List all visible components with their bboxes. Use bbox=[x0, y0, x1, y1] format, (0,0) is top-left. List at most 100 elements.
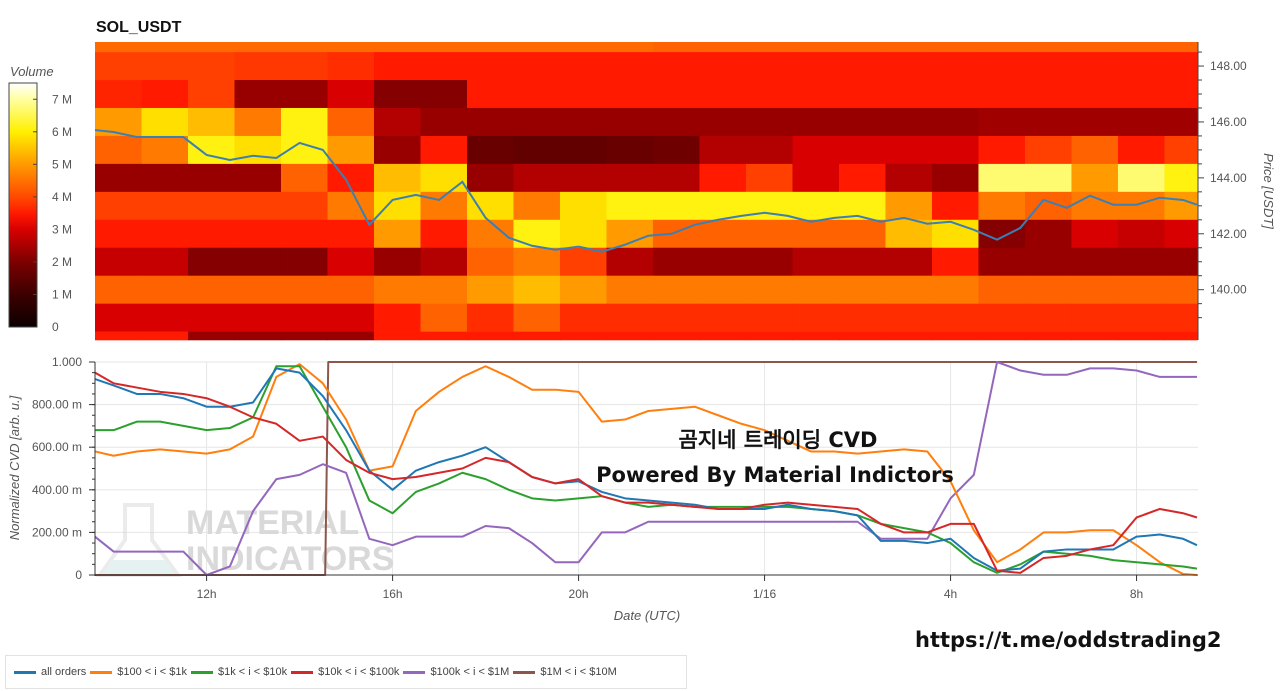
colorbar-tick-label: 3 M bbox=[52, 222, 72, 236]
heatmap-cell bbox=[792, 331, 840, 341]
heatmap-cell bbox=[792, 275, 840, 304]
heatmap-cell bbox=[978, 52, 1026, 81]
heatmap-cell bbox=[466, 135, 514, 165]
heatmap-cell bbox=[931, 135, 979, 165]
heatmap-cell bbox=[978, 80, 1026, 109]
y-tick-label: 0 bbox=[75, 568, 82, 582]
y-tick-label: 200.00 m bbox=[32, 525, 82, 539]
heatmap-cell bbox=[280, 331, 328, 341]
y-tick-label: 600.00 m bbox=[32, 440, 82, 454]
heatmap-cell bbox=[95, 135, 142, 165]
heatmap-cell bbox=[327, 42, 375, 53]
colorbar-tick-label: 4 M bbox=[52, 190, 72, 204]
heatmap-cell bbox=[373, 191, 421, 221]
heatmap-cell bbox=[559, 303, 607, 332]
heatmap-cell bbox=[559, 331, 607, 341]
heatmap-cell bbox=[792, 52, 840, 81]
legend-item[interactable]: $100 < i < $1k bbox=[90, 666, 187, 678]
heatmap-cell bbox=[559, 135, 607, 165]
heatmap-cell bbox=[280, 191, 328, 221]
heatmap-cell bbox=[652, 80, 700, 109]
heatmap-cell bbox=[1164, 52, 1198, 81]
heatmap-cell bbox=[141, 191, 189, 221]
heatmap-cell bbox=[1071, 52, 1119, 81]
heatmap-cell bbox=[373, 247, 421, 277]
heatmap-cell bbox=[373, 331, 421, 341]
heatmap-cell bbox=[1071, 135, 1119, 165]
heatmap-cell bbox=[838, 163, 886, 193]
heatmap-cell bbox=[1024, 191, 1072, 221]
heatmap-cell bbox=[1024, 219, 1072, 249]
heatmap-cell bbox=[95, 42, 142, 53]
colorbar bbox=[8, 82, 38, 328]
heatmap-cell bbox=[606, 52, 654, 81]
heatmap-cell bbox=[745, 303, 793, 332]
heatmap-cell bbox=[513, 135, 561, 165]
legend-label: $1k < i < $10k bbox=[217, 666, 288, 678]
heatmap-cell bbox=[1117, 275, 1165, 304]
price-tick-label: 148.00 bbox=[1210, 59, 1247, 73]
heatmap-cell bbox=[234, 42, 282, 53]
telegram-link[interactable]: https://t.me/oddstrading2 bbox=[915, 628, 1222, 652]
heatmap-cell bbox=[234, 107, 282, 137]
heatmap-cell bbox=[466, 219, 514, 249]
legend-item[interactable]: $1k < i < $10k bbox=[190, 666, 288, 678]
heatmap-cell bbox=[838, 331, 886, 341]
heatmap-cell bbox=[699, 303, 747, 332]
heatmap-cell bbox=[327, 219, 375, 249]
heatmap-cell bbox=[327, 303, 375, 332]
heatmap-cell bbox=[745, 80, 793, 109]
heatmap-cell bbox=[931, 303, 979, 332]
heatmap-cell bbox=[559, 191, 607, 221]
heatmap-cell bbox=[95, 107, 142, 137]
legend-item[interactable]: $10k < i < $100k bbox=[291, 666, 399, 678]
heatmap-cell bbox=[234, 303, 282, 332]
heatmap-cell bbox=[141, 52, 189, 81]
heatmap-cell bbox=[931, 163, 979, 193]
heatmap-cell bbox=[95, 80, 142, 109]
heatmap-cell bbox=[420, 163, 468, 193]
heatmap-cell bbox=[652, 107, 700, 137]
heatmap-cell bbox=[187, 80, 235, 109]
heatmap-cell bbox=[373, 135, 421, 165]
heatmap-cell bbox=[513, 52, 561, 81]
heatmap-cell bbox=[373, 275, 421, 304]
heatmap-cell bbox=[234, 135, 282, 165]
heatmap-cell bbox=[1164, 135, 1198, 165]
heatmap-cell bbox=[187, 303, 235, 332]
heatmap-cell bbox=[513, 80, 561, 109]
heatmap-cell bbox=[978, 219, 1026, 249]
heatmap-cell bbox=[699, 107, 747, 137]
heatmap-cell bbox=[187, 42, 235, 53]
heatmap-cell bbox=[1071, 219, 1119, 249]
heatmap-cell bbox=[1164, 107, 1198, 137]
heatmap-cell bbox=[1071, 42, 1119, 53]
heatmap-cell bbox=[466, 80, 514, 109]
heatmap-cell bbox=[745, 107, 793, 137]
heatmap-cell bbox=[141, 275, 189, 304]
legend-item[interactable]: $1M < i < $10M bbox=[513, 666, 617, 678]
heatmap-cell bbox=[466, 247, 514, 277]
legend: all orders $100 < i < $1k $1k < i < $10k $1… bbox=[5, 655, 687, 689]
price-tick-label: 140.00 bbox=[1210, 283, 1247, 297]
heatmap-cell bbox=[1024, 275, 1072, 304]
x-tick-label: 12h bbox=[197, 587, 217, 601]
legend-item[interactable]: all orders bbox=[14, 666, 86, 678]
heatmap-cell bbox=[373, 80, 421, 109]
heatmap-cell bbox=[141, 303, 189, 332]
heatmap-cell bbox=[606, 135, 654, 165]
heatmap-cell bbox=[559, 107, 607, 137]
y-tick-label: 800.00 m bbox=[32, 398, 82, 412]
legend-swatch bbox=[403, 670, 426, 674]
heatmap-cell bbox=[1024, 163, 1072, 193]
legend-swatch bbox=[291, 670, 314, 674]
heatmap-cell bbox=[838, 135, 886, 165]
heatmap-cell bbox=[327, 191, 375, 221]
heatmap-cell bbox=[699, 331, 747, 341]
legend-item[interactable]: $100k < i < $1M bbox=[403, 666, 509, 678]
heatmap-cell bbox=[559, 42, 607, 53]
heatmap-cell bbox=[280, 247, 328, 277]
heatmap-cell bbox=[1071, 247, 1119, 277]
series-line-2 bbox=[95, 365, 1198, 574]
